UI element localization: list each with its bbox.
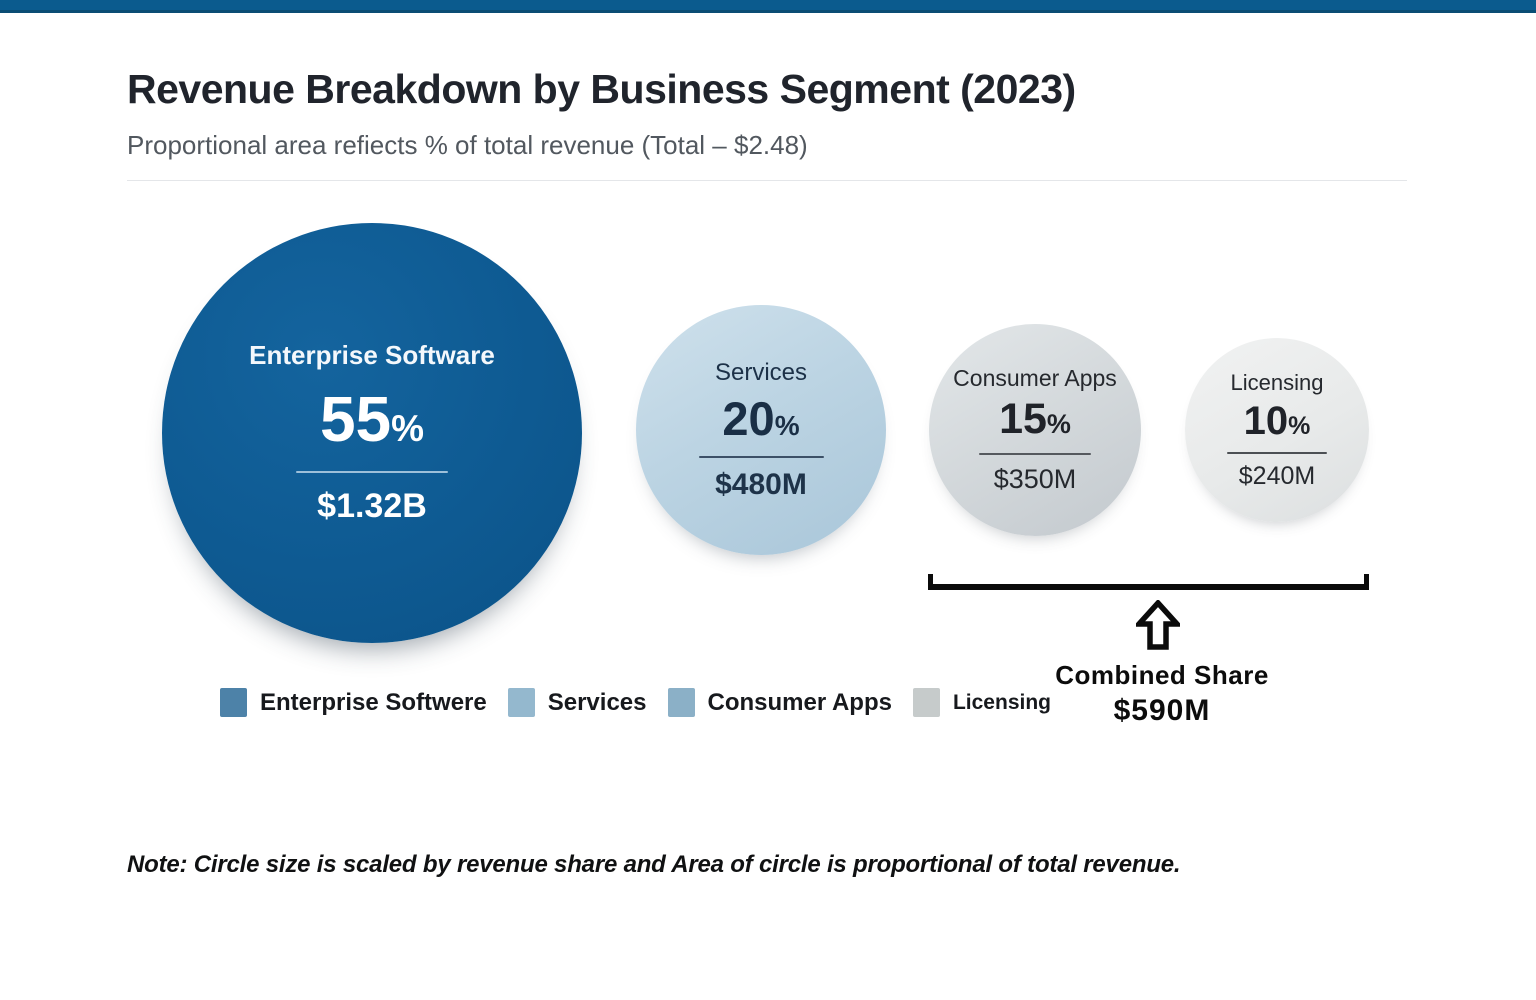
header-divider — [127, 180, 1407, 181]
legend-label: Consumer Apps — [707, 688, 892, 716]
bubble-value: $240M — [1238, 461, 1316, 490]
combined-share-bracket — [928, 574, 1369, 590]
bubble-label: Consumer Apps — [953, 365, 1117, 391]
legend-label: Services — [547, 688, 647, 716]
bubble-percent: 10% — [1243, 398, 1311, 443]
legend-swatch — [667, 688, 695, 717]
page-subtitle: Proportional area refiects % of total re… — [127, 130, 808, 160]
percent-sign: % — [774, 409, 800, 441]
bubble-percent: 55% — [319, 383, 425, 455]
legend-item-enterprise-software: Enterprise Softwere — [220, 688, 487, 717]
footnote: Note: Circle size is scaled by revenue s… — [127, 851, 1181, 878]
percent-sign: % — [391, 408, 425, 449]
legend-label: Enterprise Softwere — [260, 688, 487, 716]
bubble-value: $350M — [993, 464, 1077, 494]
bubble-consumer-apps: Consumer Apps 15% $350M — [929, 324, 1141, 536]
legend-swatch — [912, 688, 940, 717]
combined-share-value: $590M — [1113, 694, 1211, 727]
percent-sign: % — [1046, 409, 1071, 439]
bubble-services: Services 20% $480M — [636, 305, 886, 555]
combined-share-annotation: Combined Share $590M — [1012, 660, 1312, 728]
legend-item-consumer-apps: Consumer Apps — [667, 688, 892, 717]
percent-sign: % — [1288, 411, 1311, 440]
bubble-divider — [698, 455, 824, 458]
legend: Enterprise Softwere Services Consumer Ap… — [220, 688, 1072, 717]
bubble-label: Services — [714, 358, 808, 386]
legend-swatch — [220, 688, 247, 717]
legend-item-services: Services — [507, 688, 647, 717]
bubble-licensing: Licensing 10% $240M — [1185, 338, 1369, 522]
bubble-label: Enterprise Software — [249, 340, 495, 370]
top-accent-bar — [0, 0, 1536, 13]
bubble-label: Licensing — [1230, 369, 1324, 395]
bubble-percent: 15% — [999, 395, 1071, 443]
legend-swatch — [507, 688, 535, 717]
bubble-percent: 20% — [722, 391, 800, 445]
legend-label: Licensing — [952, 690, 1051, 714]
up-arrow-icon — [1132, 598, 1184, 650]
bubble-divider — [296, 471, 448, 473]
bubble-divider — [1227, 451, 1327, 454]
bubble-divider — [979, 453, 1091, 455]
combined-share-label: Combined Share — [1055, 660, 1269, 690]
page-title: Revenue Breakdown by Business Segment (2… — [127, 66, 1076, 112]
bubble-value: $1.32B — [317, 487, 427, 525]
legend-item-licensing: Licensing — [912, 688, 1051, 717]
bubble-value: $480M — [715, 467, 807, 501]
bubble-enterprise-software: Enterprise Software 55% $1.32B — [162, 223, 582, 643]
